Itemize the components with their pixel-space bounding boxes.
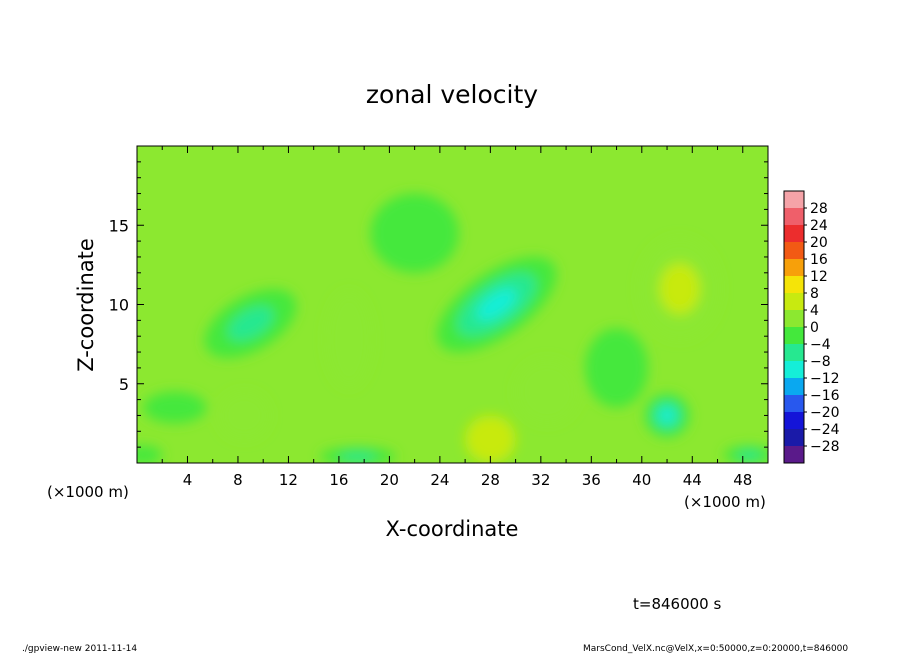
colorbar-label: −24 — [810, 422, 840, 438]
field-level — [515, 359, 579, 424]
field-level — [338, 451, 377, 462]
y-tick-label: 10 — [109, 296, 129, 315]
field-level — [143, 391, 207, 424]
x-tick-label: 24 — [430, 471, 449, 489]
x-tick-label: 16 — [329, 471, 348, 489]
colorbar-swatch — [784, 208, 804, 226]
field-feature — [639, 237, 721, 340]
colorbar-swatch — [784, 259, 804, 277]
field-level — [137, 450, 153, 460]
axis-ticks — [137, 146, 768, 463]
colorbar-label: 16 — [810, 252, 828, 268]
x-axis-label: X-coordinate — [386, 517, 519, 541]
field-feature — [644, 393, 690, 438]
colorbar-swatch — [784, 361, 804, 379]
field-feature — [465, 415, 516, 463]
colorbar — [784, 191, 807, 464]
colorbar-swatch — [784, 310, 804, 328]
y-tick-label: 15 — [109, 216, 129, 235]
colorbar-swatch — [784, 395, 804, 413]
colorbar-label: 8 — [810, 286, 819, 302]
colorbar-label: 12 — [810, 269, 828, 285]
x-tick-label: 36 — [582, 471, 601, 489]
colorbar-label: −12 — [810, 371, 840, 387]
colorbar-label: 20 — [810, 235, 828, 251]
x-tick-labels: 4 8 12 16 20 24 28 32 36 40 44 48 — [183, 471, 753, 489]
x-tick-label: 48 — [733, 471, 752, 489]
y-tick-label: 5 — [119, 375, 129, 394]
colorbar-label: −28 — [810, 439, 840, 455]
field-feature — [723, 445, 768, 463]
colorbar-swatch — [784, 242, 804, 260]
colorbar-label: 28 — [810, 201, 828, 217]
x-tick-label: 20 — [380, 471, 399, 489]
x-unit-right: (×1000 m) — [684, 493, 766, 511]
colorbar-label: 0 — [810, 320, 819, 336]
colorbar-label: −16 — [810, 388, 840, 404]
field-feature — [143, 391, 207, 424]
colorbar-frame — [783, 190, 805, 464]
colorbar-swatch — [784, 327, 804, 345]
colorbar-label: 4 — [810, 303, 819, 319]
footer-right: MarsCond_VelX.nc@VelX,x=0:50000,z=0:2000… — [583, 644, 848, 654]
chart-title: zonal velocity — [366, 80, 538, 109]
field-feature — [326, 291, 372, 387]
field-level — [585, 328, 649, 408]
colorbar-label: −20 — [810, 405, 840, 421]
colorbar-swatch — [784, 293, 804, 311]
field-feature — [370, 193, 459, 273]
x-tick-label: 28 — [481, 471, 500, 489]
field-feature — [585, 328, 649, 408]
field-feature — [219, 391, 270, 440]
y-axis-label: Z-coordinate — [74, 238, 98, 372]
footer-left: ./gpview-new 2011-11-14 — [22, 644, 137, 654]
x-tick-label: 4 — [183, 471, 193, 489]
field-level — [326, 291, 372, 387]
field-level — [736, 450, 762, 460]
field-feature — [204, 289, 297, 358]
field-level — [219, 391, 270, 440]
colorbar-swatch — [784, 412, 804, 430]
colorbar-label: −8 — [810, 354, 831, 370]
time-annotation: t=846000 s — [633, 595, 721, 613]
x-unit-left: (×1000 m) — [47, 483, 129, 501]
colorbar-swatch — [784, 446, 804, 464]
y-tick-labels: 5 10 15 — [109, 216, 129, 394]
field-level — [659, 408, 675, 423]
x-tick-label: 8 — [233, 471, 243, 489]
colorbar-swatch — [784, 276, 804, 294]
field-feature — [137, 445, 163, 463]
field-level — [476, 288, 517, 321]
field-level — [370, 193, 459, 273]
field-level — [227, 306, 274, 341]
colorbar-swatch — [784, 191, 804, 209]
colorbar-label: 24 — [810, 218, 828, 234]
field-feature — [436, 256, 557, 353]
field-level — [659, 263, 700, 315]
field-feature — [515, 359, 579, 424]
velocity-field — [137, 193, 768, 463]
colorbar-swatch — [784, 378, 804, 396]
x-tick-label: 44 — [683, 471, 702, 489]
x-tick-label: 40 — [632, 471, 651, 489]
field-level — [465, 415, 516, 463]
x-tick-label: 32 — [531, 471, 550, 489]
colorbar-swatch — [784, 225, 804, 243]
x-tick-label: 12 — [279, 471, 298, 489]
colorbar-swatch — [784, 344, 804, 362]
colorbar-label: −4 — [810, 337, 831, 353]
colorbar-swatch — [784, 429, 804, 447]
